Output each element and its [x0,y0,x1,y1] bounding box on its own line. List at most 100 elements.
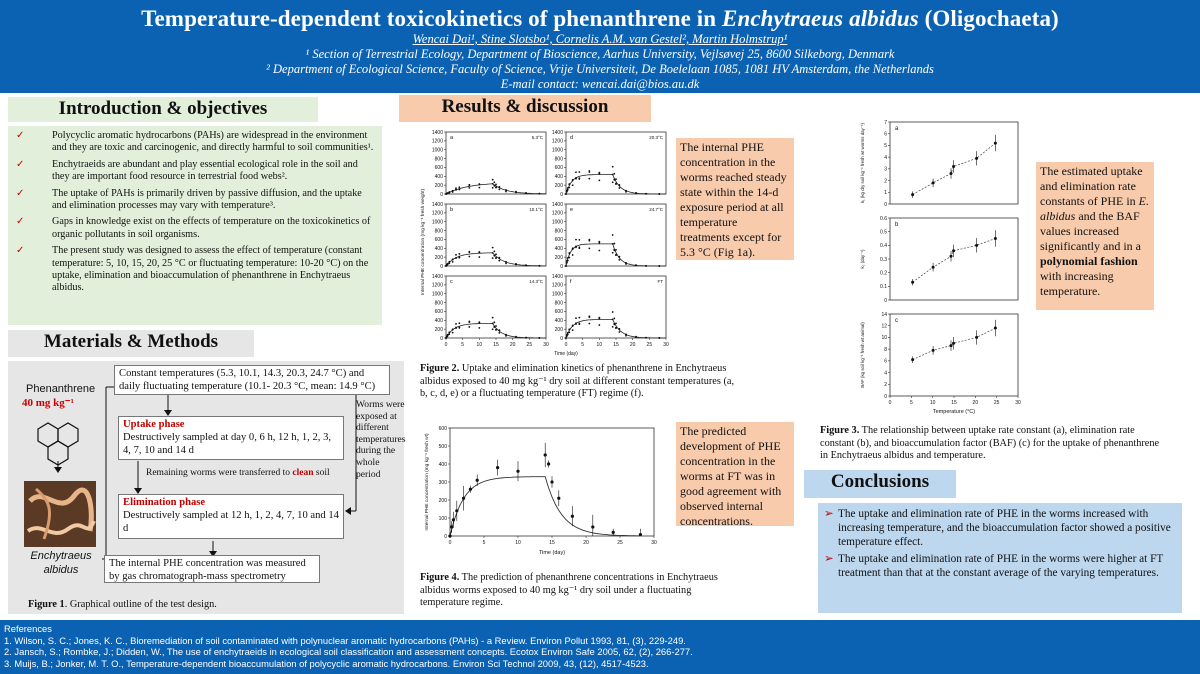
fig2-data-point [505,189,507,192]
fig2-c-ytick-label: 0 [440,336,443,342]
fig2-data-point [566,257,569,259]
fig3-ylabel: k₂ (day⁻¹) [860,249,865,268]
fig2-e-ytick-label: 0 [560,264,563,270]
fig2-data-point [598,317,601,320]
fig2-data-point [458,327,461,329]
conclusions-box: ➢ The uptake and elimination rate of PHE … [818,503,1182,613]
intro-item-text: Enchytraeids are abundant and play essen… [52,158,358,183]
fig2-data-point [568,252,571,255]
fig2-data-point [495,186,497,189]
fig2-data-point [658,337,661,339]
results-note-3: The estimated uptake and elimination rat… [1036,162,1154,310]
fig2-d-ytick-label: 1200 [552,139,563,145]
fig2-c-ytick-label: 1000 [432,292,443,298]
fig2-d-ytick-label: 1000 [552,148,563,154]
fig2-data-point [493,181,496,184]
checkmark-icon: ✓ [16,245,25,257]
fig2-data-point [495,253,497,256]
reference-item: 3. Muijs, B.; Jonker, M. T. O., Temperat… [4,657,649,669]
fig2-data-point [645,336,647,339]
fig2-ylabel: Internal PHE concentration (mg kg⁻¹ fres… [420,188,426,295]
fig2-data-point [505,190,507,193]
reference-item: 2. Jansch, S.; Rombke, J.; Didden, W., T… [4,646,693,658]
gcms-box: The internal PHE concentration was measu… [104,555,320,583]
fig3-a-ytick-label: 0 [884,202,887,208]
fig2-data-point [448,191,451,194]
fig2-c-xtick-label: 0 [445,342,448,348]
fig2-panel-temp: 24.7°C [649,207,664,212]
arrow-bullet-icon: ➢ [824,508,834,520]
fig2-data-point [611,325,614,328]
fig2-f-xtick-label: 15 [613,342,619,348]
fig2-d-ytick-label: 1400 [552,130,563,136]
fig2-panel-temp: 5.3°C [532,135,544,140]
fig3-data-point [949,254,953,258]
fig2-panel-label: a [450,135,454,141]
fig2-data-point [538,264,541,267]
fig2-a-ytick-label: 1000 [432,148,443,154]
fig2-xlabel: Time (day) [554,351,578,357]
fig2-data-point [566,331,569,334]
methods-heading: Materials & Methods [8,330,254,357]
fig2-data-point [613,317,616,320]
poster-header: Temperature-dependent toxicokinetics of … [0,0,1200,93]
fig2-a-ytick-label: 0 [440,192,443,198]
fig2-data-point [458,253,461,255]
fig2-data-point [578,316,581,319]
fig2-data-point [515,262,517,265]
fig2-data-point [645,264,647,267]
fig3-a-ytick-label: 7 [884,120,887,126]
worm-label-line1: Enchytraeus [30,550,92,562]
fig3-data-point [911,280,915,284]
uptake-text: Destructively sampled at day 0, 6 h, 12 … [123,431,332,456]
elimination-box: Elimination phase Destructively sampled … [118,494,344,539]
phenanthrene-structure-icon [37,422,79,466]
results-note-2: The predicted development of PHE concent… [676,422,794,528]
fig3-a-ytick-label: 3 [884,167,887,173]
fig3-xlabel: Temperature (°C) [933,409,975,415]
fig2-panel-label: e [570,207,573,213]
intro-item: ✓ Polycyclic aromatic hydrocarbons (PAHs)… [14,130,374,155]
fig2-f-xtick-label: 10 [597,342,603,348]
fig2-data-point [611,318,614,321]
fig2-data-point [515,190,517,193]
fig2-data-point [468,186,471,189]
fig2-data-point [495,183,497,186]
fig3-data-point [993,141,997,145]
fig2-data-point [468,255,471,258]
fig2-a-ytick-label: 400 [435,174,444,180]
fig2-data-point [458,188,461,191]
fig3-c-ytick-label: 10 [881,335,887,341]
results-note-1: The internal PHE concentration in the wo… [676,138,794,260]
fig2-b-ytick-label: 400 [435,246,444,252]
checkmark-icon: ✓ [16,216,25,228]
fig3-c-axes-frame [889,313,1019,397]
fig2-data-point [615,254,617,257]
fig2-data-point [468,251,471,254]
worm-photo-icon [24,481,96,547]
fig2-data-point [658,193,661,195]
fig2-data-point [525,336,527,339]
fig4-xtick-label: 30 [651,540,657,546]
methods-connectors [37,386,357,560]
fig3-data-point [975,243,979,247]
fig2-f-xtick-label: 5 [581,342,584,348]
fig4-xlabel: Time (day) [539,550,565,556]
fig2-data-point [491,178,494,181]
fig3-trend-line [912,327,996,361]
intro-box: ✓ Polycyclic aromatic hydrocarbons (PAHs)… [8,126,382,325]
fig3-panel-label: b [895,222,899,228]
fig4-xtick-label: 25 [617,540,623,546]
fig3-c-xtick-label: 0 [889,400,892,406]
fig4-data-point [455,509,459,513]
fig2-data-point [635,335,637,338]
references-bar: References 1. Wilson, S. C.; Jones, K. C… [0,620,1200,674]
fig2-f-ytick-label: 600 [555,309,564,315]
fig2-data-point [575,177,577,180]
fig2-data-point [613,179,616,181]
fig2-data-point [571,329,574,332]
fig2-data-point [493,326,496,329]
fig2-b-ytick-label: 1400 [432,202,443,208]
fig2-data-point [455,323,457,325]
fig2-data-point [478,256,481,258]
